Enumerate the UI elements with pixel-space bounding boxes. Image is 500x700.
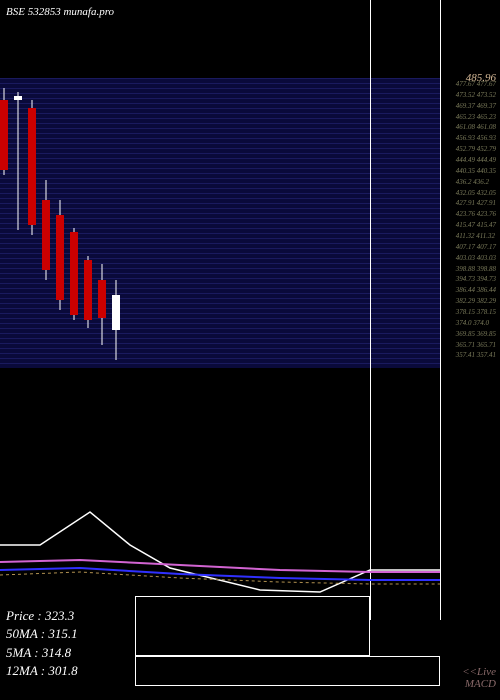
ma12-value: 301.8 [48,663,77,678]
vertical-divider-line [370,0,371,620]
info-ma12-row: 12MA : 301.8 [6,662,78,680]
fib-level-label: 473.52 473.52 [456,91,496,99]
fib-level-label: 374.0 374.0 [456,319,496,327]
fib-level-label: 394.73 394.73 [456,275,496,283]
macd-indicator-label: <<Live MACD [462,666,496,690]
fib-level-label: 427.91 427.91 [456,199,496,207]
fib-level-label: 403.03 403.03 [456,254,496,262]
ma12-label: 12MA : [6,663,48,678]
fib-level-label: 444.49 444.49 [456,156,496,164]
info-ma5-row: 5MA : 314.8 [6,644,78,662]
fib-level-label: 382.29 382.29 [456,297,496,305]
fib-level-label: 461.08 461.08 [456,123,496,131]
price-label: Price : [6,608,45,623]
ma50-value: 315.1 [48,626,77,641]
macd-line [0,568,440,580]
fib-level-label: 386.44 386.44 [456,286,496,294]
annotation-rect [135,596,370,656]
fib-level-label: 440.35 440.35 [456,167,496,175]
fib-level-label: 415.47 415.47 [456,221,496,229]
ma50-label: 50MA : [6,626,48,641]
price-info-box: Price : 323.3 50MA : 315.1 5MA : 314.8 1… [6,607,78,680]
info-ma50-row: 50MA : 315.1 [6,625,78,643]
fib-level-label: 452.79 452.79 [456,145,496,153]
candle-body [28,108,36,225]
candle-body [0,100,8,170]
fib-level-label: 465.23 465.23 [456,113,496,121]
fib-level-label: 436.2 436.2 [456,178,496,186]
fib-level-label: 469.37 469.37 [456,102,496,110]
fib-level-label: 357.41 357.41 [456,351,496,359]
fibonacci-labels: 477.67 477.67473.52 473.52469.37 469.374… [456,80,496,360]
candle-body [70,232,78,315]
annotation-rect [135,656,440,686]
macd-line [0,560,440,572]
fib-level-label: 432.05 432.05 [456,189,496,197]
candle-body [14,96,22,100]
candle-body [84,260,92,320]
macd-white-polyline [0,512,440,592]
ma5-label: 5MA : [6,645,42,660]
macd-name-text: MACD [462,678,496,690]
top-price-label: 485.96 [466,72,496,84]
candle-body [56,215,64,300]
info-price-row: Price : 323.3 [6,607,78,625]
candle-body [42,200,50,270]
macd-line [0,572,440,584]
fib-level-label: 423.76 423.76 [456,210,496,218]
candle-wick [18,92,19,230]
candle-body [98,280,106,318]
stock-chart-container: BSE 532853 munafa.pro 485.96 477.67 477.… [0,0,500,700]
macd-live-text: <<Live [462,666,496,678]
price-value: 323.3 [45,608,74,623]
ma5-value: 314.8 [42,645,71,660]
chart-title: BSE 532853 munafa.pro [6,6,114,18]
fib-level-label: 398.88 398.88 [456,265,496,273]
fib-level-label: 407.17 407.17 [456,243,496,251]
fib-level-label: 378.15 378.15 [456,308,496,316]
fib-level-label: 365.71 365.71 [456,341,496,349]
fib-level-label: 456.93 456.93 [456,134,496,142]
fib-level-label: 369.85 369.85 [456,330,496,338]
candle-body [112,295,120,330]
fibonacci-zone [0,78,440,368]
vertical-divider-line [440,0,441,620]
fib-level-label: 411.32 411.32 [456,232,496,240]
